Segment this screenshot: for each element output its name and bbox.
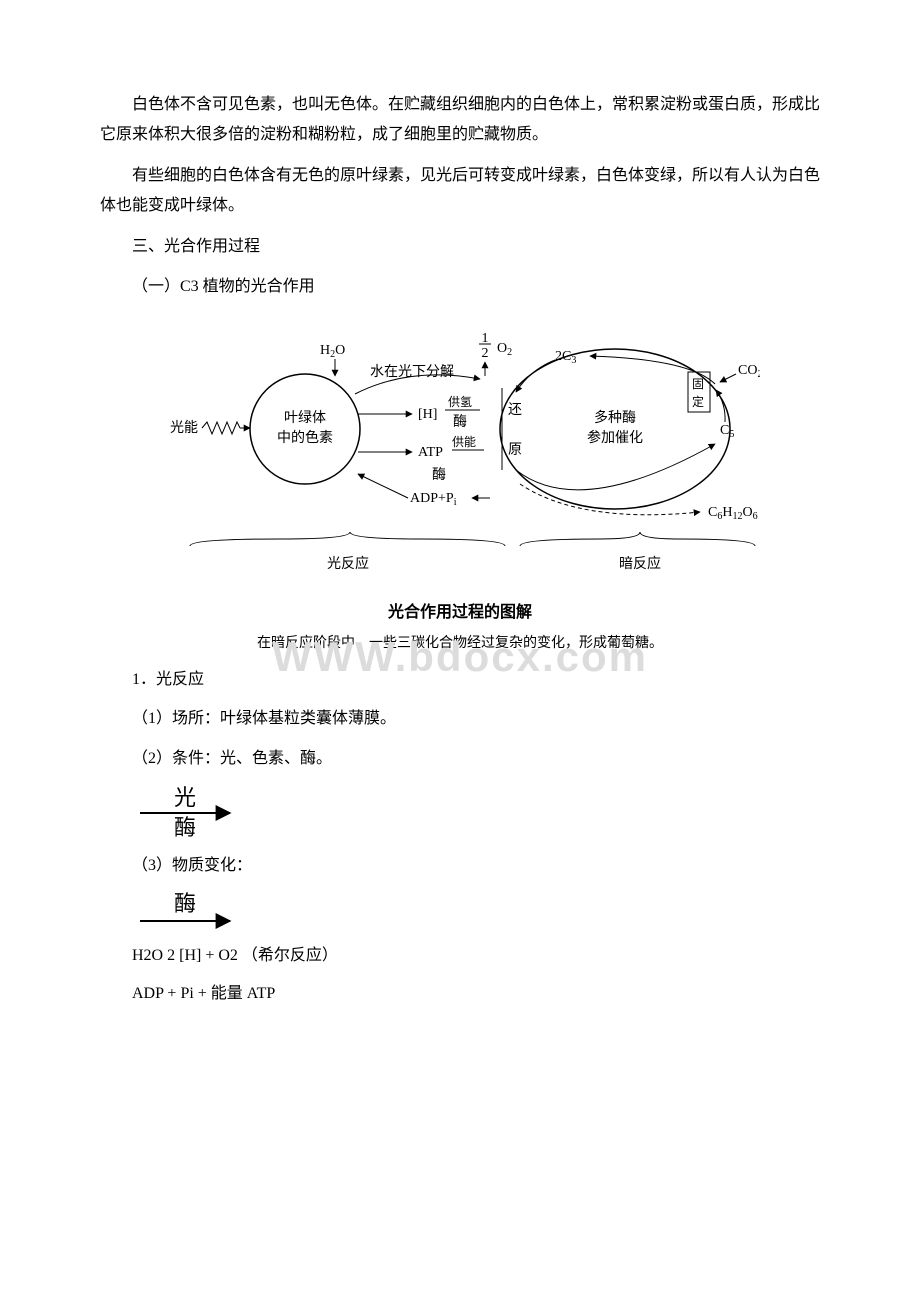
glucose-label: C6H12O6 (708, 505, 758, 522)
reduce-l1: 还 (508, 402, 522, 418)
c5-label: C5 (720, 423, 734, 440)
h2o-label: H2O (320, 343, 345, 360)
paragraph-proto-chlorophyll: 有些细胞的白色体含有无色的原叶绿素，见光后可转变成叶绿素，白色体变绿，所以有人认… (100, 161, 820, 222)
light-energy-label: 光能 (170, 420, 198, 436)
adp-label: ADP+Pi (410, 491, 457, 508)
c3-to-c5-arrow (516, 444, 715, 490)
equation-hill: H2O 2 [H] + O2 （希尔反应） (132, 941, 820, 971)
pigment-circle (250, 374, 360, 484)
fix-l1: 固 (692, 377, 704, 391)
pigment-label-l1: 叶绿体 (284, 410, 326, 426)
photosynthesis-diagram: 叶绿体 中的色素 光能 H2O 水在光下分解 1 2 O2 [H] 供氢 酶 A… (160, 314, 760, 657)
c3-label: 2C3 (555, 349, 576, 366)
equation-atp: ADP + Pi + 能量 ATP (132, 979, 820, 1009)
sub-item-1-2: （2）条件：光、色素、酶。 (132, 744, 820, 774)
glucose-dashed-arrow (520, 484, 700, 515)
arrow1-top: 光 (174, 785, 196, 810)
light-wave-icon (202, 422, 240, 434)
enzyme-label-1: 酶 (453, 414, 467, 430)
enzymes-l2: 参加催化 (587, 429, 643, 446)
c3-to-reduce (516, 360, 555, 392)
h-label: [H] (418, 407, 437, 422)
heading-section-3: 三、光合作用过程 (100, 232, 820, 262)
dark-reaction-label: 暗反应 (619, 555, 661, 572)
co2-arrow (720, 374, 736, 382)
sub-item-1-1: （1）场所：叶绿体基粒类囊体薄膜。 (132, 704, 820, 734)
enzyme-arrow-diagram: 酶 (135, 891, 255, 931)
donate-e-label: 供能 (452, 435, 476, 449)
atp-label: ATP (418, 445, 443, 460)
arrow2-top: 酶 (174, 891, 196, 916)
item-1-light-reaction: 1．光反应 (132, 665, 820, 695)
light-enzyme-arrow-diagram: 光 酶 (135, 785, 255, 841)
dark-brace (520, 532, 755, 546)
reduce-l2: 原 (508, 443, 522, 458)
light-brace (190, 532, 505, 546)
light-reaction-label: 光反应 (327, 555, 369, 572)
heading-subsection-1: （一）C3 植物的光合作用 (100, 272, 820, 302)
adp-arrow-left (358, 474, 408, 498)
pigment-label-l2: 中的色素 (277, 429, 333, 446)
fix-l2: 定 (692, 394, 704, 409)
diagram-subcaption: 在暗反应阶段中，一些三碳化合物经过复杂的变化，形成葡萄糖。 (160, 631, 760, 658)
c5-to-fix (716, 390, 725, 422)
arrow1-bottom: 酶 (174, 815, 196, 840)
svg-text:2: 2 (482, 346, 489, 361)
split-label: 水在光下分解 (370, 364, 454, 380)
o2-label: O2 (497, 341, 512, 358)
co2-label: CO2 (738, 363, 760, 380)
paragraph-leucoplast: 白色体不含可见色素，也叫无色体。在贮藏组织细胞内的白色体上，常积累淀粉或蛋白质，… (100, 90, 820, 151)
sub-item-1-3: （3）物质变化： (132, 851, 820, 881)
donate-h-label: 供氢 (448, 394, 472, 409)
enzyme-label-2: 酶 (432, 467, 446, 483)
enzymes-l1: 多种酶 (594, 409, 636, 426)
diagram-caption: 光合作用过程的图解 (160, 598, 760, 628)
